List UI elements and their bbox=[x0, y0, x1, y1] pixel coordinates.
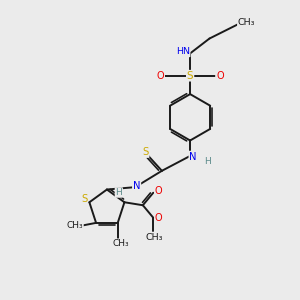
Text: O: O bbox=[216, 71, 224, 81]
Text: S: S bbox=[81, 194, 87, 204]
Text: N: N bbox=[189, 152, 197, 161]
Text: H: H bbox=[116, 188, 122, 197]
Text: H: H bbox=[205, 158, 211, 166]
Text: CH₃: CH₃ bbox=[66, 221, 83, 230]
Text: HN: HN bbox=[176, 47, 190, 56]
Text: CH₃: CH₃ bbox=[238, 18, 255, 27]
Text: CH₃: CH₃ bbox=[146, 233, 164, 242]
Text: O: O bbox=[155, 186, 162, 196]
Text: S: S bbox=[187, 71, 194, 81]
Text: S: S bbox=[142, 147, 149, 157]
Text: O: O bbox=[155, 213, 162, 223]
Text: CH₃: CH₃ bbox=[113, 239, 130, 248]
Text: N: N bbox=[133, 181, 140, 191]
Text: O: O bbox=[157, 71, 164, 81]
